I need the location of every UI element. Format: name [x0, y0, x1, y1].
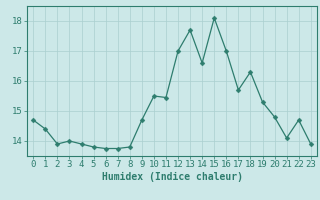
X-axis label: Humidex (Indice chaleur): Humidex (Indice chaleur): [101, 172, 243, 182]
